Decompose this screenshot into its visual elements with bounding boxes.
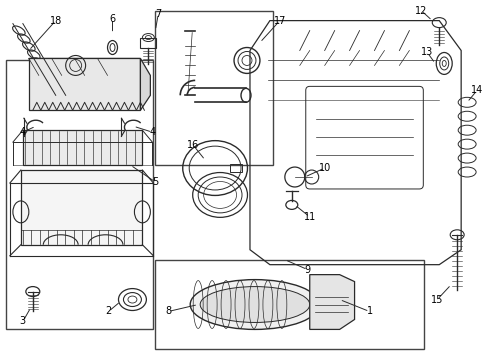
Ellipse shape <box>190 280 319 329</box>
Text: 14: 14 <box>470 85 482 95</box>
Text: 1: 1 <box>366 306 372 316</box>
Text: 15: 15 <box>430 294 443 305</box>
Text: 6: 6 <box>109 14 115 24</box>
Text: 18: 18 <box>49 15 61 26</box>
Text: 4: 4 <box>149 127 155 137</box>
Text: 13: 13 <box>420 48 432 58</box>
Text: 17: 17 <box>273 15 285 26</box>
Text: 11: 11 <box>303 212 315 222</box>
Bar <box>21 170 142 245</box>
Bar <box>23 130 142 165</box>
Bar <box>229 164 242 172</box>
Polygon shape <box>140 58 150 110</box>
Text: 5: 5 <box>152 177 158 187</box>
Text: 12: 12 <box>414 6 427 15</box>
Ellipse shape <box>200 287 309 323</box>
Bar <box>155 260 424 349</box>
Text: 3: 3 <box>20 316 26 327</box>
Text: 4: 4 <box>20 127 26 137</box>
Bar <box>6 60 153 329</box>
Polygon shape <box>29 58 140 75</box>
Polygon shape <box>29 58 140 110</box>
Text: 9: 9 <box>304 265 310 275</box>
Text: 16: 16 <box>187 140 199 150</box>
Text: 7: 7 <box>155 9 161 19</box>
Text: 8: 8 <box>165 306 171 316</box>
Bar <box>140 37 156 48</box>
Text: 2: 2 <box>105 306 111 316</box>
Polygon shape <box>309 275 354 329</box>
Text: 10: 10 <box>318 163 330 173</box>
Bar <box>155 11 272 165</box>
